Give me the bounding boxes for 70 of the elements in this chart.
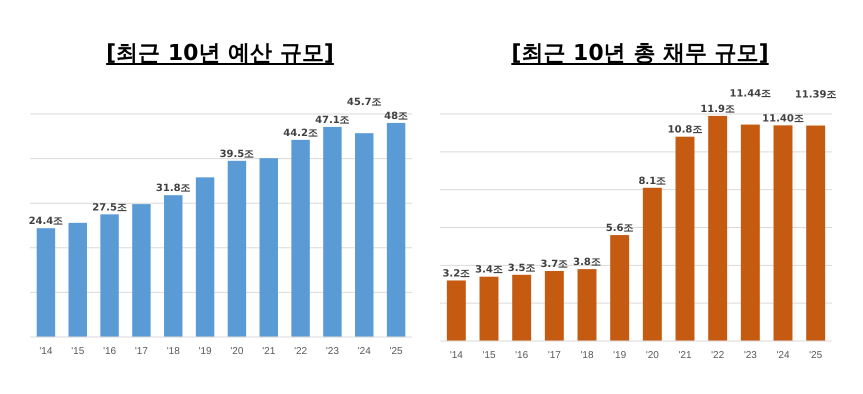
data-label: 8.1조: [638, 176, 666, 187]
x-tick-label: '14: [450, 350, 464, 362]
x-tick-label: '16: [515, 350, 529, 362]
data-label: 31.8조: [156, 183, 191, 194]
data-label: 5.6조: [606, 223, 634, 234]
bar: [480, 276, 498, 341]
x-tick-label: '25: [809, 350, 823, 362]
x-tick-label: '25: [390, 346, 404, 358]
x-tick-label: '24: [358, 346, 372, 358]
chart-title: [최근 10년 총 채무 규모]: [511, 41, 769, 66]
x-tick-label: '18: [166, 346, 180, 358]
x-tick-label: '16: [103, 346, 117, 358]
bar: [774, 125, 792, 341]
x-tick-label: '23: [744, 350, 758, 362]
bar: [708, 116, 728, 341]
bar: [132, 204, 151, 337]
x-tick-label: '14: [39, 346, 53, 358]
data-label: 3.7조: [540, 259, 568, 270]
bar: [100, 214, 119, 337]
bar: [386, 122, 406, 337]
x-tick-label: '21: [678, 350, 692, 362]
data-label: 11.44조: [730, 88, 772, 100]
bar: [196, 177, 214, 337]
bar: [806, 126, 826, 341]
bar: [68, 222, 87, 337]
data-label: 3.5조: [508, 262, 536, 274]
x-tick-label: '23: [326, 346, 340, 358]
bar: [164, 195, 182, 337]
x-tick-label: '20: [646, 350, 660, 362]
bar: [544, 271, 564, 341]
x-tick-label: '22: [294, 346, 308, 358]
bar: [512, 274, 532, 341]
data-label: 3.2조: [442, 268, 470, 280]
bar: [228, 160, 246, 337]
x-tick-label: '18: [580, 350, 594, 362]
bar: [642, 188, 662, 341]
x-tick-label: '17: [548, 350, 562, 362]
bar: [291, 140, 310, 337]
data-label: 45.7조: [346, 97, 382, 108]
x-tick-label: '21: [262, 346, 276, 358]
bar: [610, 235, 630, 341]
data-label: 11.9조: [700, 104, 736, 115]
x-tick-label: '19: [613, 350, 627, 362]
data-label: 47.1조: [315, 114, 350, 126]
x-tick-label: '22: [711, 350, 725, 362]
x-tick-label: '20: [230, 346, 244, 358]
data-label: 48조: [384, 110, 408, 122]
bar: [323, 126, 342, 337]
x-tick-label: '15: [482, 350, 496, 362]
bar: [676, 136, 694, 341]
data-label: 3.8조: [573, 257, 601, 268]
data-label: 11.40조: [762, 113, 804, 124]
x-tick-label: '17: [134, 346, 148, 358]
data-label: 11.39조: [794, 90, 836, 101]
x-tick-label: '19: [198, 346, 212, 358]
data-label: 3.4조: [475, 264, 503, 276]
bar: [578, 269, 596, 341]
data-label: 27.5조: [92, 202, 127, 214]
data-label: 39.5조: [220, 148, 254, 160]
x-tick-label: '15: [71, 346, 85, 358]
bar: [740, 124, 760, 341]
data-label: 44.2조: [283, 128, 318, 139]
chart-title: [최근 10년 예산 규모]: [106, 41, 334, 66]
bar: [36, 228, 56, 337]
data-label: 24.4조: [28, 216, 64, 228]
bar: [260, 158, 278, 337]
data-label: 10.8조: [668, 124, 702, 136]
x-tick-label: '24: [776, 350, 790, 362]
bar: [355, 133, 374, 337]
bar: [446, 280, 466, 341]
